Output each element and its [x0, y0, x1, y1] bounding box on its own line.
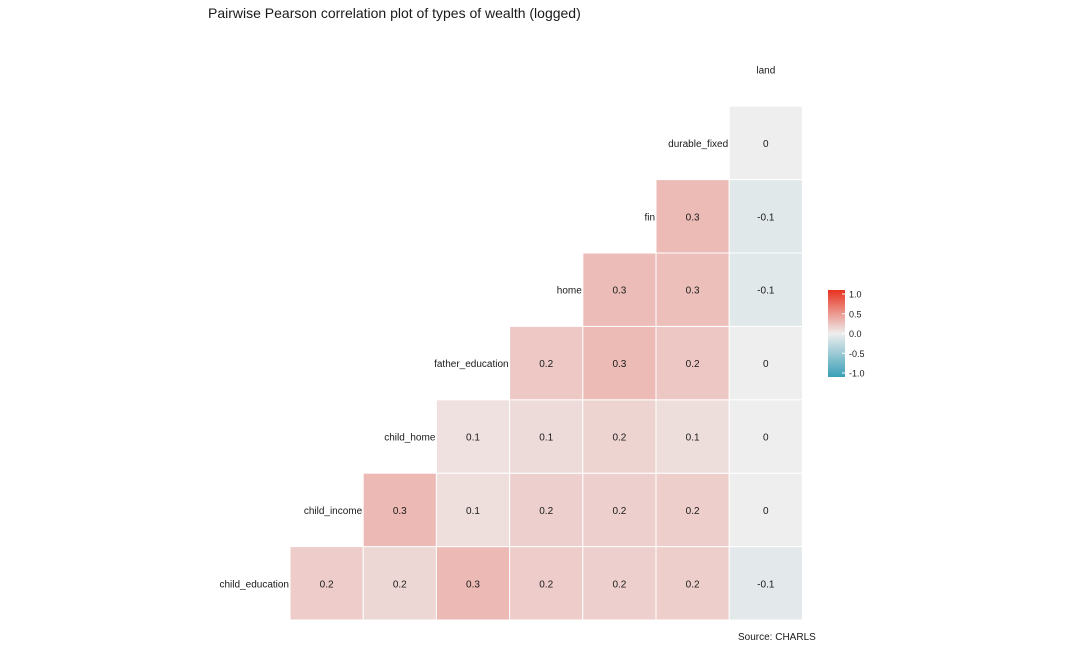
heatmap-cell [728, 105, 803, 181]
cell-value-label: 0.3 [466, 579, 480, 590]
heatmap-cell [655, 546, 730, 621]
heatmap-cell [728, 472, 803, 548]
legend-tick-label: -1.0 [849, 369, 865, 379]
cell-value-label: 0.2 [612, 433, 626, 444]
chart-caption: Source: CHARLS [738, 632, 816, 643]
cell-value-label: -0.1 [757, 212, 775, 223]
cell-value-label: 0.2 [612, 579, 626, 590]
heatmap-cell [509, 325, 584, 401]
variable-label: land [756, 66, 775, 77]
cell-value-label: 0.2 [539, 359, 553, 370]
chart-title: Pairwise Pearson correlation plot of typ… [208, 5, 581, 21]
variable-label: child_home [384, 433, 436, 444]
legend-tick-label: -0.5 [849, 349, 865, 359]
legend-tick-label: 1.0 [849, 290, 862, 300]
cell-value-label: 0.2 [686, 579, 700, 590]
legend-tick-label: 0.0 [849, 329, 862, 339]
variable-label: home [557, 286, 582, 297]
cell-value-label: 0.3 [393, 506, 407, 517]
heatmap-cell [362, 472, 437, 548]
cell-value-label: 0.1 [686, 433, 700, 444]
variable-label: durable_fixed [668, 139, 728, 150]
legend-tick-label: 0.5 [849, 309, 862, 319]
heatmap-cell [728, 325, 803, 401]
heatmap-cell [362, 546, 437, 621]
cell-value-label: 0.1 [466, 506, 480, 517]
legend-color-bar [828, 290, 845, 377]
cell-value-label: 0.2 [612, 506, 626, 517]
heatmap-cell [728, 546, 803, 621]
cell-value-label: 0 [763, 359, 769, 370]
cell-value-label: 0.2 [393, 579, 407, 590]
variable-label: father_education [434, 359, 509, 370]
cell-value-label: 0.2 [686, 359, 700, 370]
variable-label: child_education [220, 579, 290, 590]
cell-value-label: 0.1 [466, 433, 480, 444]
cell-value-label: 0 [763, 433, 769, 444]
cell-value-label: 0.2 [320, 579, 334, 590]
heatmap-cell [655, 472, 730, 548]
cell-value-label: 0.3 [612, 286, 626, 297]
cell-value-label: 0.2 [539, 579, 553, 590]
heatmap-cell [728, 179, 803, 254]
heatmap-cell [728, 399, 803, 474]
cell-value-label: 0 [763, 139, 769, 150]
heatmap-cell [509, 399, 584, 474]
heatmap-cell [655, 252, 730, 327]
variable-label: child_income [304, 506, 363, 517]
cell-value-label: 0.3 [686, 212, 700, 223]
cell-value-label: 0.3 [686, 286, 700, 297]
variable-label: fin [644, 212, 655, 223]
heatmap-cell [435, 399, 511, 474]
cell-value-label: 0.2 [539, 506, 553, 517]
cell-value-label: 0 [763, 506, 769, 517]
cell-value-label: 0.2 [686, 506, 700, 517]
heatmap-cell [582, 472, 657, 548]
cell-value-label: -0.1 [757, 286, 775, 297]
cell-value-label: 0.3 [612, 359, 626, 370]
heatmap-cell [435, 472, 511, 548]
cell-value-label: 0.1 [539, 433, 553, 444]
cell-value-label: -0.1 [757, 579, 775, 590]
heatmap-cell [509, 472, 584, 548]
